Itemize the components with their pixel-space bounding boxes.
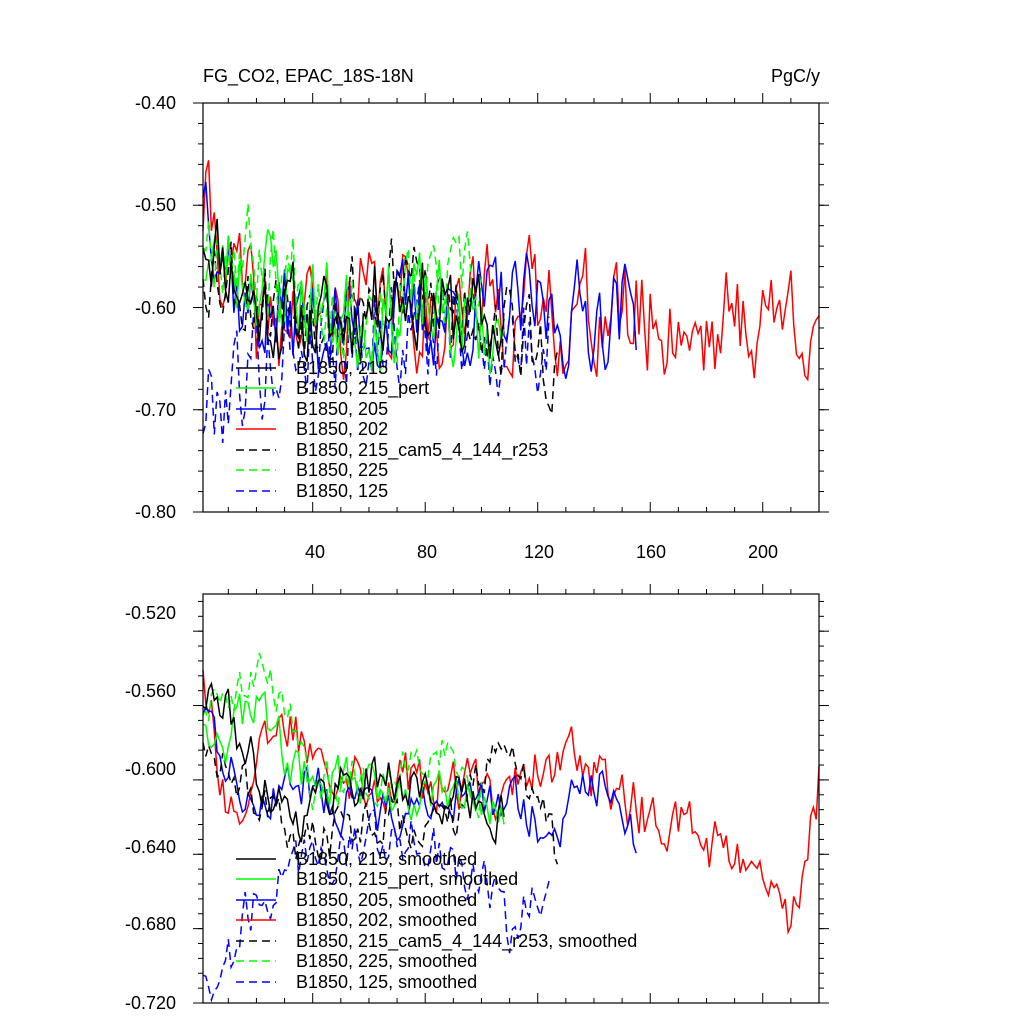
top-x-tick-label: 40: [305, 542, 325, 562]
top-legend-label: B1850, 125: [296, 481, 388, 501]
top-series-line-b1850-125: [202, 276, 550, 443]
panel-bottom: -0.720 -0.680 -0.640 -0.600 -0.560 -0.52…: [125, 584, 829, 1013]
top-series-group: [202, 160, 820, 443]
top-legend-label: B1850, 205: [296, 399, 388, 419]
bottom-legend: B1850, 215, smoothed B1850, 215_pert, sm…: [236, 849, 637, 992]
top-series-line-b1850-202: [202, 160, 820, 382]
top-units: PgC/y: [771, 66, 820, 86]
bottom-series-line-b1850-215-cam5-smoothed: [202, 741, 559, 865]
top-y-tick-label: -0.60: [135, 298, 176, 318]
bottom-y-tick-label: -0.520: [125, 603, 176, 623]
top-x-tick-labels: 40 80 120 160 200: [305, 542, 778, 562]
top-y-tick-labels: -0.80 -0.70 -0.60 -0.50 -0.40: [135, 93, 176, 522]
bottom-legend-label: B1850, 202, smoothed: [296, 910, 477, 930]
bottom-plot-frame: [202, 593, 820, 1004]
top-x-tick-label: 80: [417, 542, 437, 562]
top-legend-label: B1850, 202: [296, 419, 388, 439]
top-y-tick-label: -0.50: [135, 195, 176, 215]
top-ticks: [193, 93, 829, 513]
bottom-series-line-b1850-125-smoothed: [202, 808, 550, 1003]
bottom-legend-label: B1850, 205, smoothed: [296, 890, 477, 910]
top-legend-label: B1850, 225: [296, 460, 388, 480]
panel-top: FG_CO2, EPAC_18S-18N PgC/y -0.80 -0.70 -…: [135, 66, 829, 562]
top-series-line-b1850-225: [202, 203, 483, 364]
bottom-legend-label: B1850, 125, smoothed: [296, 972, 477, 992]
bottom-series-group: [202, 652, 820, 1003]
top-series-line-b1850-215: [202, 218, 505, 362]
top-x-tick-label: 120: [524, 542, 554, 562]
bottom-y-tick-label: -0.680: [125, 914, 176, 934]
bottom-series-line-b1850-215-pert-smoothed: [202, 690, 505, 825]
bottom-y-tick-label: -0.560: [125, 681, 176, 701]
bottom-legend-label: B1850, 215_pert, smoothed: [296, 869, 518, 890]
top-legend-label: B1850, 215_pert: [296, 378, 429, 399]
top-title: FG_CO2, EPAC_18S-18N: [203, 66, 414, 87]
top-x-tick-label: 160: [636, 542, 666, 562]
top-y-tick-label: -0.80: [135, 502, 176, 522]
top-x-tick-label: 200: [748, 542, 778, 562]
bottom-legend-label: B1850, 215_cam5_4_144_r253, smoothed: [296, 931, 637, 952]
bottom-y-tick-labels: -0.720 -0.680 -0.640 -0.600 -0.560 -0.52…: [125, 603, 176, 1013]
top-legend: B1850, 215 B1850, 215_pert B1850, 205 B1…: [236, 358, 548, 501]
bottom-y-tick-label: -0.600: [125, 759, 176, 779]
bottom-ticks: [193, 584, 829, 1004]
top-legend-label: B1850, 215: [296, 358, 388, 378]
bottom-legend-label: B1850, 225, smoothed: [296, 951, 477, 971]
top-y-tick-label: -0.40: [135, 93, 176, 113]
bottom-series-line-b1850-215-smoothed: [202, 681, 505, 846]
top-plot-frame: [202, 102, 820, 513]
top-y-tick-label: -0.70: [135, 400, 176, 420]
bottom-y-tick-label: -0.640: [125, 837, 176, 857]
bottom-legend-label: B1850, 215, smoothed: [296, 849, 477, 869]
bottom-y-tick-label: -0.720: [125, 993, 176, 1013]
top-legend-label: B1850, 215_cam5_4_144_r253: [296, 440, 548, 461]
top-series-line-b1850-215-cam5: [202, 238, 559, 415]
bottom-series-line-b1850-225-smoothed: [202, 652, 483, 819]
